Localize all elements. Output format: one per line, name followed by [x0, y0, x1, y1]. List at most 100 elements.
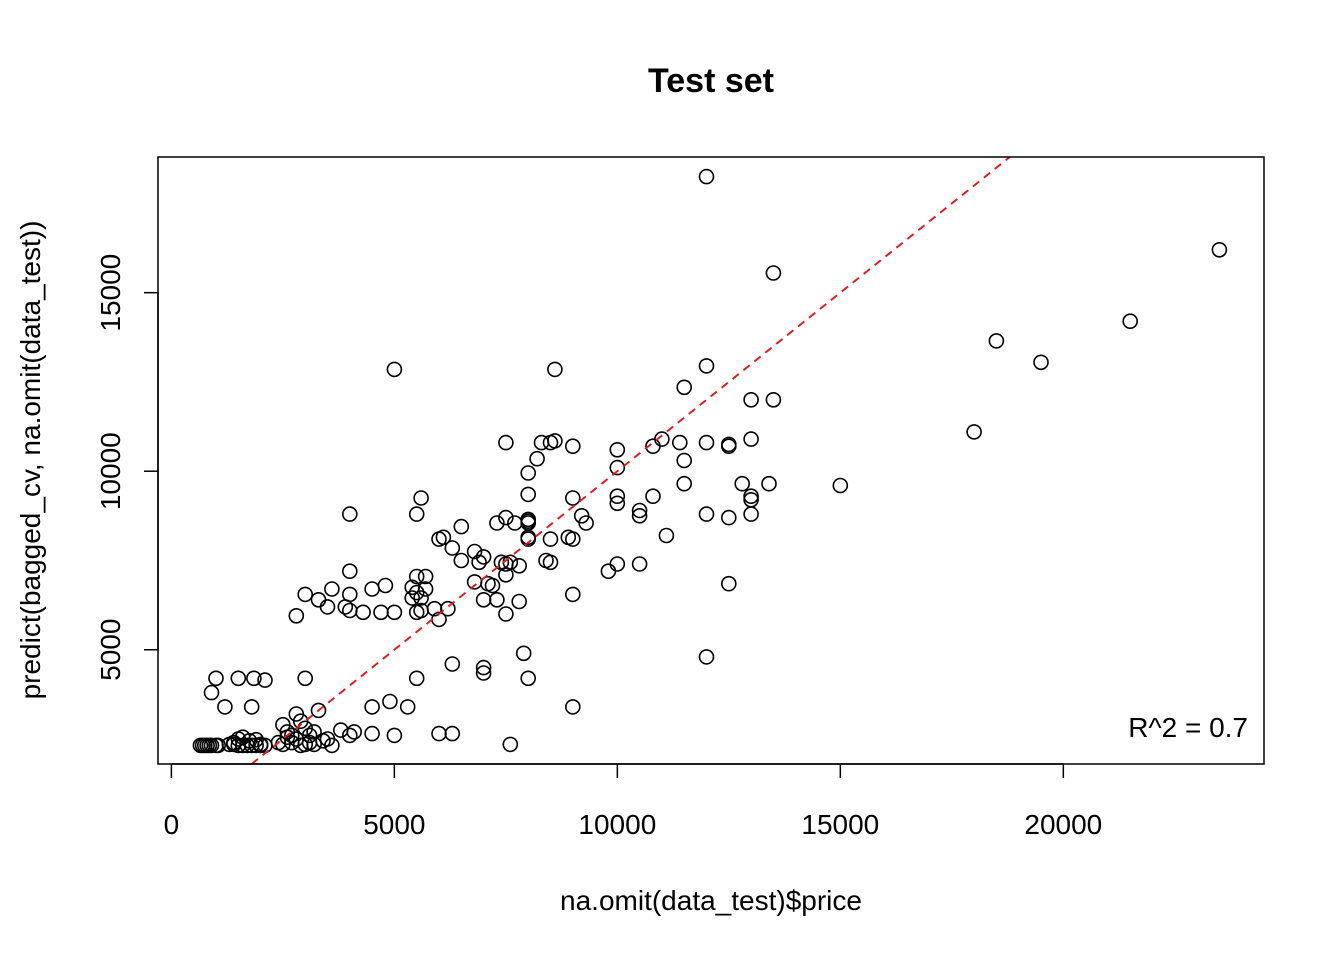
data-point: [475, 665, 492, 681]
data-point: [217, 699, 233, 715]
data-point: [203, 737, 220, 754]
data-point: [453, 552, 470, 569]
data-point: [440, 600, 456, 617]
x-axis: 0 5000 10000 15000 20000: [164, 763, 1102, 840]
data-point: [310, 702, 327, 719]
data-point: [743, 488, 759, 505]
x-tick-label: 0: [164, 809, 180, 840]
data-point: [1122, 313, 1138, 330]
data-point: [386, 361, 403, 378]
data-point: [654, 431, 670, 447]
data-point: [413, 590, 429, 606]
x-tick-label: 15000: [801, 809, 879, 840]
data-point: [966, 424, 982, 440]
data-point: [444, 540, 461, 556]
data-point: [600, 563, 617, 580]
data-point: [765, 265, 782, 281]
data-point: [520, 670, 537, 687]
data-point: [542, 554, 559, 571]
data-point: [399, 699, 416, 715]
data-point: [676, 379, 693, 396]
data-point: [364, 699, 380, 715]
data-point: [698, 434, 715, 451]
y-axis: 5000 10000 15000: [95, 254, 159, 681]
data-point: [609, 556, 626, 572]
data-point: [743, 431, 759, 447]
data-point: [564, 586, 581, 603]
data-point: [743, 491, 759, 508]
data-point: [341, 602, 358, 619]
data-point: [676, 452, 693, 469]
data-point: [1033, 354, 1049, 371]
data-point: [417, 568, 434, 585]
data-point: [341, 506, 358, 522]
data-point: [408, 506, 425, 522]
data-point: [257, 672, 273, 688]
data-point: [386, 727, 403, 744]
y-tick-label: 10000: [95, 432, 126, 510]
data-point: [515, 645, 532, 662]
data-point: [511, 593, 528, 610]
data-point: [364, 725, 380, 742]
data-point: [489, 515, 505, 531]
data-point: [676, 475, 693, 492]
data-point: [578, 515, 594, 531]
data-point: [377, 577, 394, 594]
data-point: [698, 506, 715, 522]
data-point: [631, 502, 648, 519]
data-point: [319, 599, 336, 615]
data-point: [404, 590, 421, 606]
data-point: [698, 358, 715, 374]
data-point: [832, 477, 849, 494]
data-point: [671, 434, 688, 451]
data-point: [444, 725, 461, 742]
points-layer: [192, 168, 1228, 754]
x-tick-label: 10000: [578, 809, 656, 840]
data-point: [279, 724, 296, 740]
data-point: [364, 581, 380, 597]
data-point: [301, 727, 318, 744]
data-point: [297, 586, 314, 603]
data-point: [246, 670, 262, 687]
data-point: [226, 734, 242, 751]
data-point: [288, 607, 305, 624]
data-point: [324, 581, 340, 597]
data-point: [382, 693, 398, 710]
data-point: [520, 513, 537, 530]
data-point: [306, 736, 322, 753]
data-point: [466, 543, 483, 560]
data-point: [609, 488, 626, 505]
data-point: [743, 506, 759, 522]
data-point: [310, 591, 327, 608]
data-point: [988, 333, 1005, 349]
data-point: [210, 737, 226, 754]
data-point: [609, 459, 626, 476]
data-point: [1211, 242, 1228, 258]
data-point: [243, 699, 260, 715]
data-point: [502, 736, 519, 753]
data-point: [417, 581, 434, 597]
data-point: [475, 591, 492, 608]
data-point: [489, 591, 505, 608]
r-squared-annotation: R^2 = 0.7: [1128, 712, 1248, 743]
data-point: [297, 670, 314, 687]
data-point: [698, 168, 715, 185]
data-point: [761, 475, 777, 492]
data-point: [208, 670, 224, 687]
data-point: [431, 725, 447, 742]
data-point: [765, 391, 782, 408]
data-point: [511, 557, 528, 574]
data-point: [720, 436, 737, 453]
y-tick-label: 15000: [95, 254, 126, 332]
data-point: [252, 736, 269, 753]
data-point: [241, 732, 258, 749]
data-point: [529, 450, 545, 467]
data-point: [341, 727, 358, 744]
data-point: [498, 434, 514, 451]
plot-area-frame: [157, 156, 1265, 765]
data-point: [609, 495, 626, 512]
data-point: [645, 488, 661, 505]
data-point: [547, 433, 563, 449]
chart-title: Test set: [648, 62, 774, 100]
